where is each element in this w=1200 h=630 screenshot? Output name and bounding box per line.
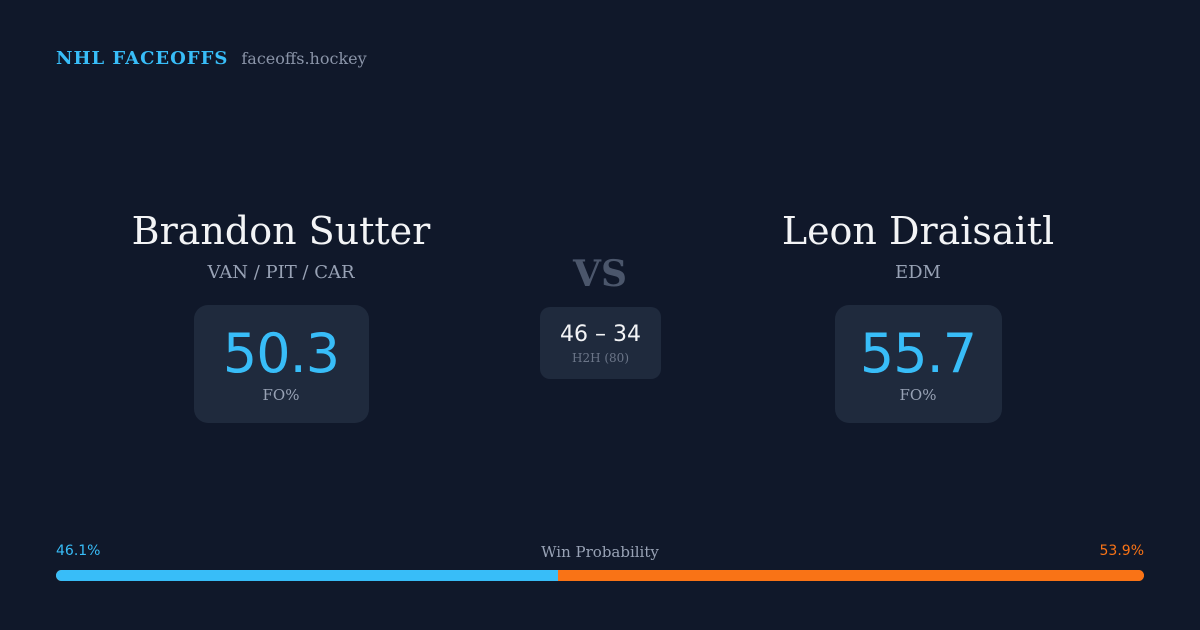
h2h-label: H2H (80) [571, 351, 629, 365]
win-probability-right-fill [557, 570, 1144, 581]
h2h-card: 46 – 34 H2H (80) [540, 307, 661, 379]
player-left-fo-card: 50.3 FO% [193, 305, 369, 423]
player-left-teams: VAN / PIT / CAR [207, 262, 355, 283]
player-left-name: Brandon Sutter [131, 209, 431, 253]
player-right-fo-card: 55.7 FO% [834, 305, 1002, 423]
player-right-fo-value: 55.7 [859, 322, 977, 385]
win-probability-left-value: 46.1% [56, 543, 101, 559]
player-right: Leon Draisaitl EDM 55.7 FO% [698, 205, 1138, 423]
win-probability-right-value: 53.9% [1099, 543, 1144, 559]
win-probability-title: Win Probability [541, 543, 659, 561]
player-left-fo-label: FO% [262, 386, 300, 404]
player-right-teams: EDM [894, 262, 941, 283]
win-probability-labels: 46.1% Win Probability 53.9% [56, 543, 1144, 563]
brand-header: NHL FACEOFFS faceoffs.hockey [56, 48, 367, 69]
win-probability-left-fill [56, 570, 558, 581]
vs-label: VS [573, 253, 627, 295]
win-probability-bar [56, 570, 1144, 581]
h2h-score: 46 – 34 [560, 322, 641, 347]
brand-name: NHL FACEOFFS [56, 48, 229, 69]
player-left: Brandon Sutter VAN / PIT / CAR 50.3 FO% [61, 205, 501, 423]
player-right-fo-label: FO% [899, 386, 937, 404]
brand-site: faceoffs.hockey [241, 49, 367, 68]
player-left-fo-value: 50.3 [222, 322, 340, 385]
player-right-name: Leon Draisaitl [781, 209, 1055, 253]
